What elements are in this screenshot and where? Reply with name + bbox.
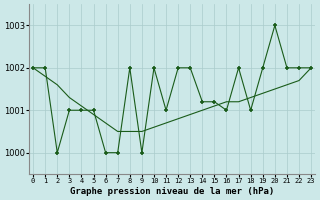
X-axis label: Graphe pression niveau de la mer (hPa): Graphe pression niveau de la mer (hPa) bbox=[70, 187, 274, 196]
